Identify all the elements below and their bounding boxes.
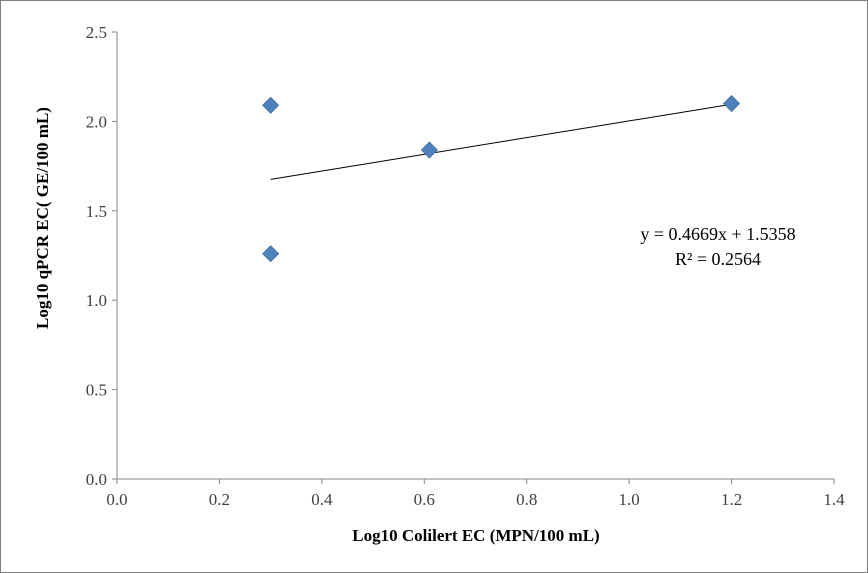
trendline (270, 103, 732, 180)
x-axis-title: Log10 Colilert EC (MPN/100 mL) (352, 526, 599, 545)
y-axis-title: Log10 qPCR EC( GE/100 mL) (33, 107, 52, 329)
x-tick-label: 1.0 (619, 490, 640, 509)
y-tick-label: 2.0 (86, 112, 107, 131)
tick-labels: 0.0 0.5 1.0 1.5 2.0 2.5 0.0 0.2 0.4 0.6 0.8 1.0 1.2 1… (86, 23, 845, 509)
x-tick-label: 0.8 (516, 490, 537, 509)
x-tick-label: 0.0 (106, 490, 127, 509)
trendline-equation: y = 0.4669x + 1.5358 (640, 224, 795, 244)
r-squared-label: R² = 0.2564 (675, 249, 761, 269)
x-tick-label: 0.2 (209, 490, 230, 509)
x-tick-label: 0.6 (414, 490, 435, 509)
y-tick-label: 0.0 (86, 470, 107, 489)
y-tick-label: 2.5 (86, 23, 107, 42)
x-tick-label: 0.4 (311, 490, 333, 509)
y-tick-label: 0.5 (86, 381, 107, 400)
data-point-diamond (723, 94, 741, 113)
data-point-diamond (262, 245, 280, 263)
trendline-group (270, 103, 732, 180)
data-point-diamond (420, 141, 438, 159)
data-points (262, 94, 741, 263)
y-tick-label: 1.0 (86, 291, 107, 310)
y-tick-label: 1.5 (86, 202, 107, 221)
x-tick-label: 1.2 (721, 490, 742, 509)
data-point-diamond (262, 96, 280, 114)
x-tick-label: 1.4 (823, 490, 845, 509)
axes (112, 31, 835, 484)
